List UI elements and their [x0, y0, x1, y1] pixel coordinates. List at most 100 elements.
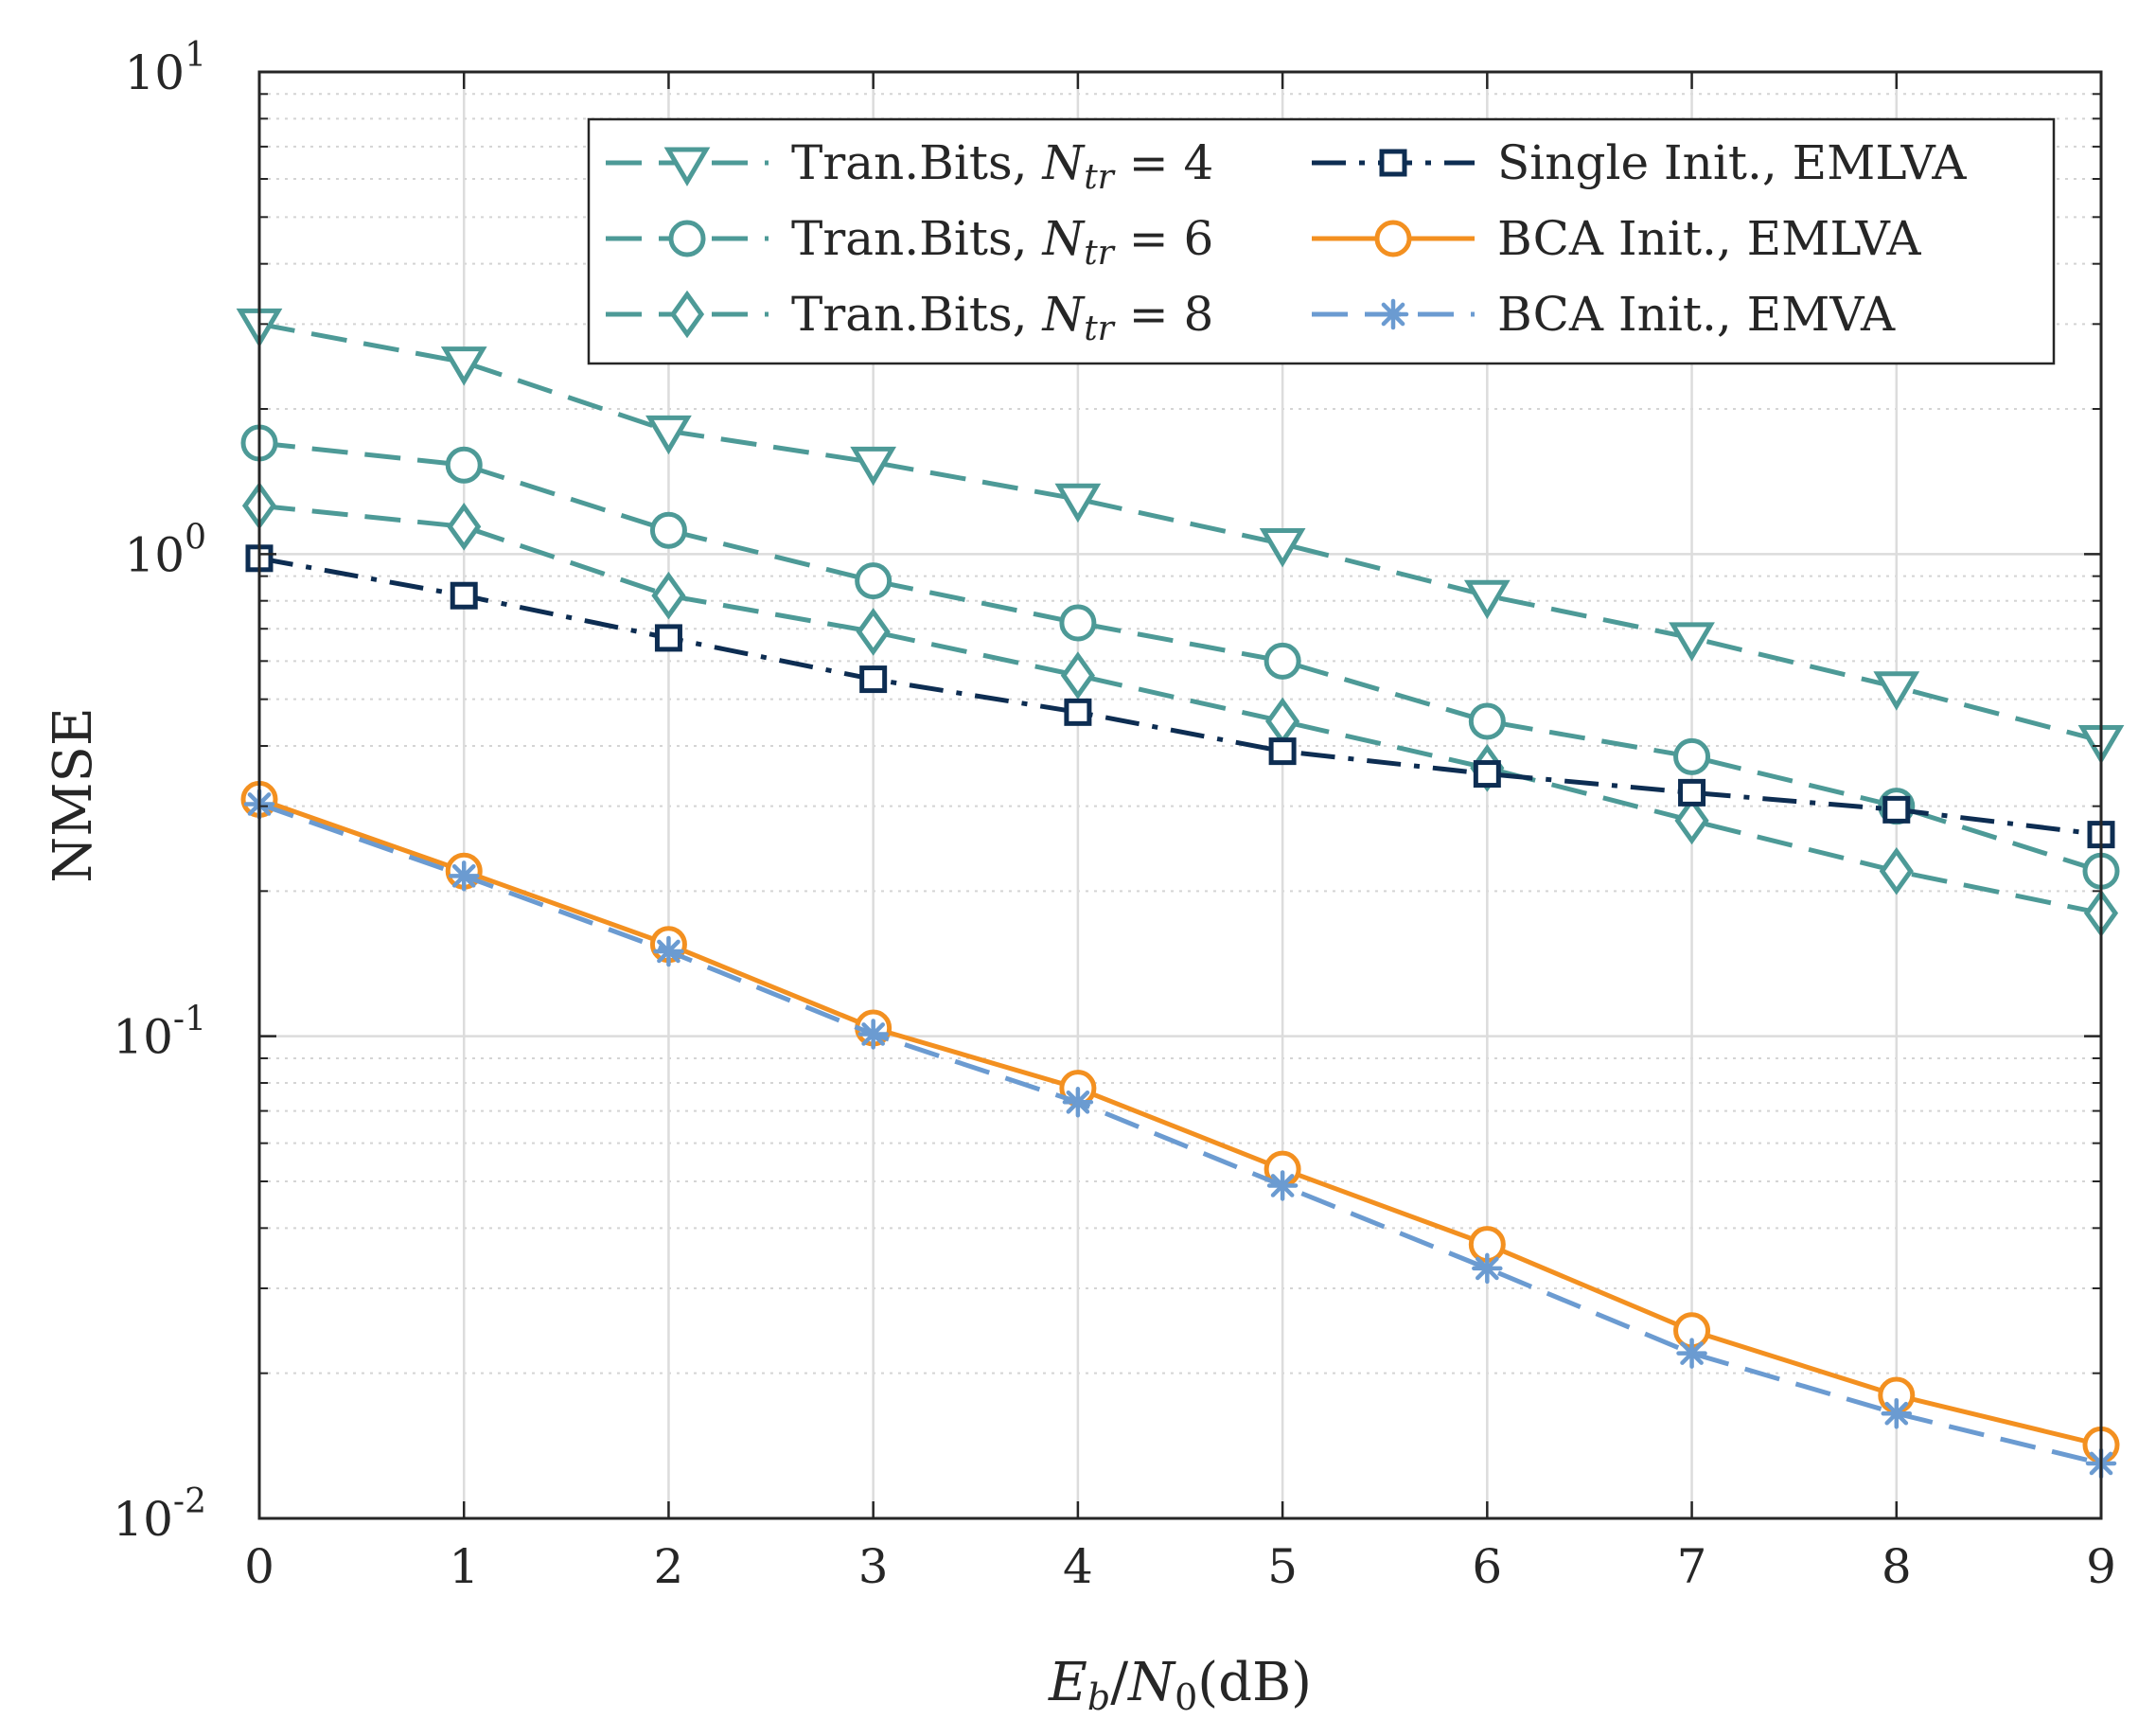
legend-label-var: N	[1041, 211, 1086, 266]
legend-entry: Tran.Bits, Ntr = 8	[606, 287, 1213, 348]
data-point-shape	[1473, 760, 1501, 789]
data-point-shape	[1463, 579, 1511, 620]
legend-label-eq: = 6	[1114, 211, 1214, 266]
data-point	[1062, 1087, 1094, 1118]
x-tick-label: 0	[244, 1539, 274, 1594]
legend-label: BCA Init., EMLVA	[1497, 211, 1921, 266]
series-line	[258, 797, 2102, 1447]
series-2	[241, 481, 2119, 937]
series-5	[243, 789, 2117, 1480]
x-axis-title-unit: (dB)	[1197, 1652, 1312, 1713]
y-tick-exponent: 0	[185, 518, 206, 557]
data-point	[1266, 1170, 1299, 1201]
data-point-stroke	[657, 939, 680, 964]
y-tick-label: 101	[124, 36, 206, 100]
x-tick-label: 1	[449, 1539, 479, 1594]
legend-marker-shape	[663, 147, 711, 186]
data-point-shape	[654, 624, 682, 652]
data-point-stroke	[861, 1022, 885, 1046]
legend-entry: Tran.Bits, Ntr = 6	[606, 211, 1213, 273]
data-point	[850, 446, 897, 487]
legend-label-main: Single Init., EMLVA	[1497, 135, 1967, 190]
legend-label-sub: tr	[1084, 234, 1115, 273]
data-point-shape	[1060, 651, 1095, 700]
data-point	[1468, 702, 1506, 740]
x-tick-label: 8	[1882, 1539, 1912, 1594]
data-point-shape	[450, 581, 478, 610]
data-point-stroke	[1884, 1401, 1909, 1426]
y-tick-base: 10	[124, 45, 185, 100]
y-tick-exponent: -1	[173, 1001, 206, 1039]
data-point-shape	[1268, 737, 1297, 766]
series-line	[258, 802, 2102, 1466]
data-point	[1678, 778, 1706, 807]
x-axis-title-e-sub: b	[1087, 1676, 1110, 1718]
legend-marker	[1379, 149, 1407, 177]
legend-entry: BCA Init., EMLVA	[1312, 211, 1921, 266]
legend-label: Single Init., EMLVA	[1497, 135, 1967, 190]
legend-label-main: Tran.Bits,	[791, 211, 1042, 266]
data-point	[1472, 1252, 1503, 1285]
data-point-shape	[856, 608, 891, 656]
data-point	[440, 346, 487, 386]
x-tick-label: 2	[654, 1539, 684, 1594]
legend-label: Tran.Bits, Ntr = 6	[791, 211, 1213, 273]
data-point-shape	[1264, 642, 1301, 680]
data-point	[1673, 737, 1711, 775]
legend-label-main: BCA Init., EMVA	[1497, 287, 1896, 342]
data-point-shape	[1669, 622, 1715, 662]
data-point-shape	[855, 562, 892, 600]
data-point	[856, 608, 891, 656]
legend-label-sub: tr	[1084, 158, 1115, 197]
data-point	[1064, 698, 1092, 726]
legend-label-sub: tr	[1084, 310, 1115, 348]
data-point-shape	[1259, 528, 1306, 568]
legend-marker	[1377, 298, 1409, 330]
series-line	[258, 556, 2102, 838]
data-point	[653, 935, 684, 967]
data-point	[1669, 622, 1715, 662]
data-point	[645, 415, 692, 455]
data-point	[1873, 671, 1920, 711]
data-point	[649, 511, 687, 549]
data-point-shape	[1054, 483, 1102, 523]
data-point	[1264, 642, 1301, 680]
legend-entry: Single Init., EMLVA	[1312, 135, 1967, 190]
data-point	[1879, 846, 1914, 895]
legend-label-main: Tran.Bits,	[791, 287, 1042, 342]
data-point	[1268, 737, 1297, 766]
y-tick-base: 10	[113, 1010, 173, 1065]
x-axis-title-slash: /	[1110, 1652, 1128, 1713]
data-point-shape	[1064, 698, 1092, 726]
legend-marker	[663, 147, 711, 186]
data-point-shape	[1674, 796, 1709, 845]
y-tick-label: 100	[124, 518, 206, 582]
legend-marker-shape	[668, 220, 706, 257]
data-point-stroke	[1476, 1256, 1499, 1281]
data-point	[1463, 579, 1511, 620]
data-point	[445, 446, 483, 484]
legend-box	[587, 117, 2056, 365]
x-tick-label: 3	[858, 1539, 889, 1594]
data-point-shape	[1673, 737, 1711, 775]
x-tick-label: 4	[1063, 1539, 1093, 1594]
legend-marker-shape	[669, 290, 705, 339]
x-axis-title-n-sub: 0	[1175, 1676, 1197, 1718]
data-point	[448, 860, 480, 892]
data-point-shape	[445, 446, 483, 484]
y-tick-exponent: 1	[185, 36, 206, 75]
data-point	[1881, 1397, 1913, 1429]
legend-label: BCA Init., EMVA	[1497, 287, 1896, 342]
data-point-shape	[447, 503, 482, 551]
legend-label-main: Tran.Bits,	[791, 135, 1042, 190]
y-tick-label: 10-1	[113, 1001, 206, 1065]
data-point-shape	[850, 446, 897, 487]
data-point-shape	[645, 415, 692, 455]
legend-label-var: N	[1041, 287, 1086, 342]
data-point	[1259, 528, 1306, 568]
legend-entry: Tran.Bits, Ntr = 4	[606, 135, 1213, 197]
data-point-stroke	[451, 864, 476, 888]
